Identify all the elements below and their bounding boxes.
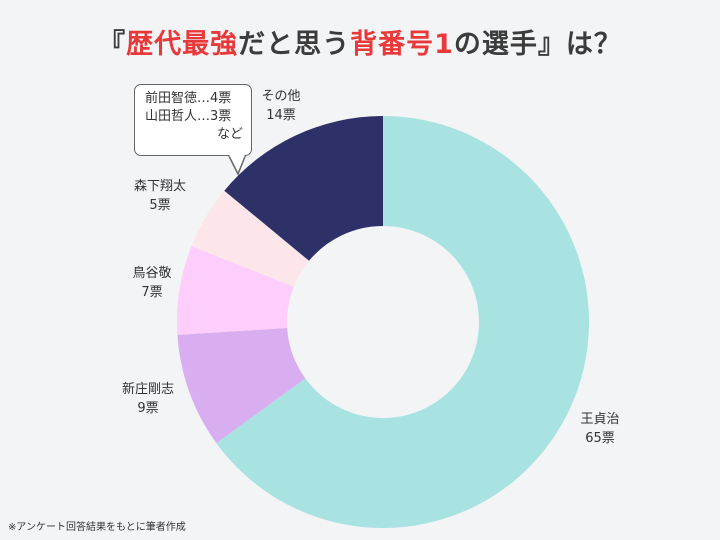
callout-line-maeda: 前田智徳…4票 <box>145 91 232 106</box>
slice-label-value-3: 5票 <box>149 198 170 213</box>
slice-3 <box>191 190 310 287</box>
title-highlight-number1: 背番号1 <box>350 29 454 60</box>
callout-tail <box>227 153 247 176</box>
slice-0 <box>216 116 589 528</box>
slice-label-name-1: 新庄剛志 <box>122 381 174 397</box>
callout-line-etc: など <box>216 127 243 142</box>
slice-label-name-4: その他 <box>261 89 300 104</box>
slice-labels: 王貞治 65票 新庄剛志 9票 鳥谷敬 7票 森下翔太 5票 その他 14票 <box>122 89 620 446</box>
slice-label-value-2: 7票 <box>141 285 162 300</box>
slice-2 <box>177 246 294 335</box>
slice-label-value-1: 9票 <box>137 401 158 416</box>
donut-slices <box>177 115 589 528</box>
callout-line-yamada: 山田哲人…3票 <box>145 109 232 124</box>
slice-label-name-3: 森下翔太 <box>134 179 186 194</box>
slice-4 <box>224 115 383 261</box>
slice-1 <box>177 328 306 444</box>
title-open-bracket: 『 <box>98 29 127 60</box>
chart-title: 『歴代最強だと思う背番号1の選手』は？ <box>0 22 720 61</box>
others-breakdown-callout: 前田智徳…4票 山田哲人…3票 など <box>134 84 252 156</box>
title-text-end: の選手』は？ <box>453 29 622 60</box>
title-text-think: だと思う <box>238 29 351 60</box>
footnote: ※アンケート回答結果をもとに筆者作成 <box>8 522 186 533</box>
slice-label-name-2: 鳥谷敬 <box>132 265 171 281</box>
slice-label-value-4: 14票 <box>266 108 296 123</box>
slice-label-value-0: 65票 <box>585 431 615 446</box>
title-highlight-strongest: 歴代最強 <box>126 29 239 60</box>
slice-label-name-0: 王貞治 <box>580 412 619 427</box>
